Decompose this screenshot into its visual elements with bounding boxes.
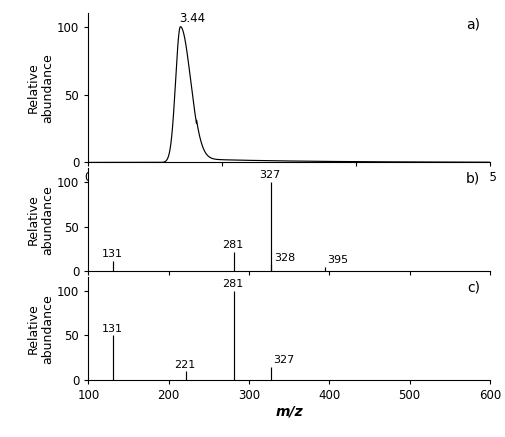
- Text: c): c): [467, 280, 480, 294]
- Text: 131: 131: [102, 249, 123, 259]
- Text: 281: 281: [223, 240, 244, 250]
- Text: 327: 327: [273, 355, 294, 365]
- Text: 3.44: 3.44: [179, 12, 205, 25]
- Text: 328: 328: [274, 253, 295, 263]
- X-axis label: Time (min): Time (min): [251, 190, 327, 203]
- Y-axis label: Relative
abundance: Relative abundance: [26, 185, 55, 255]
- Text: b): b): [466, 171, 480, 185]
- Text: 327: 327: [260, 170, 281, 180]
- Text: 281: 281: [223, 279, 244, 289]
- Y-axis label: Relative
abundance: Relative abundance: [26, 294, 55, 364]
- Text: a): a): [466, 17, 480, 31]
- Text: 131: 131: [102, 324, 123, 334]
- Y-axis label: Relative
abundance: Relative abundance: [26, 53, 55, 123]
- Text: 395: 395: [328, 256, 349, 266]
- X-axis label: m/z: m/z: [275, 405, 303, 419]
- Text: 221: 221: [174, 360, 195, 370]
